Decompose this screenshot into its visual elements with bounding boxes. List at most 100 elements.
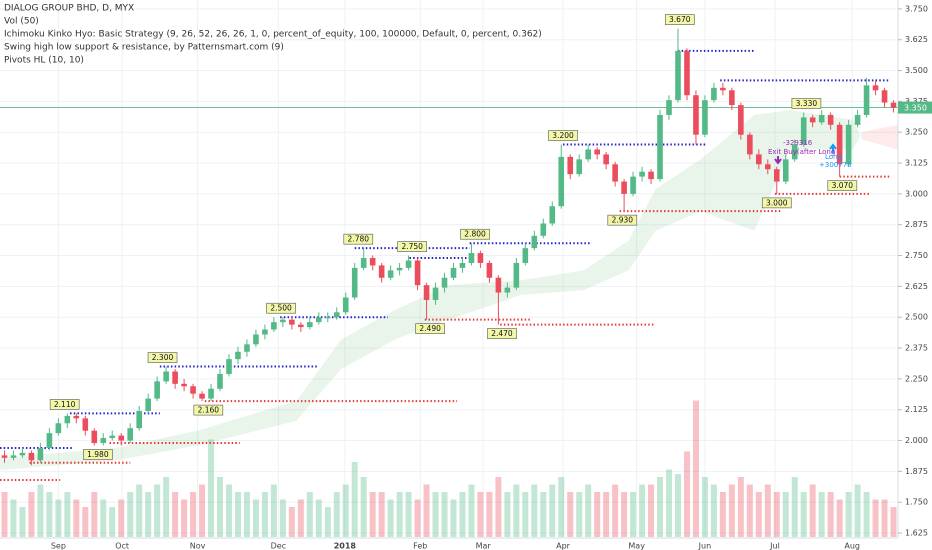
pivot-box bbox=[487, 328, 517, 339]
last-price-box bbox=[898, 101, 932, 114]
candle-body bbox=[199, 393, 205, 399]
volume-bar bbox=[674, 474, 681, 537]
candle-body bbox=[172, 371, 178, 384]
pivots: 2.110 1.980 2.300 2.160 2.500 2.780 2.750 2.490… bbox=[49, 14, 858, 460]
candle-body bbox=[64, 415, 71, 424]
pivot-label: 2.930 bbox=[612, 216, 634, 225]
y-tick-label: 3.500 bbox=[905, 66, 928, 75]
pivot-label: 2.490 bbox=[419, 324, 441, 333]
y-tick-label: 3.250 bbox=[905, 128, 928, 137]
volume-bar bbox=[423, 484, 430, 537]
candle-body bbox=[450, 267, 457, 278]
volume-bar bbox=[306, 492, 313, 537]
y-tick-label: 3.375 bbox=[905, 97, 928, 106]
cloud-segment bbox=[628, 188, 656, 271]
candle-body bbox=[369, 258, 376, 266]
volume-bar bbox=[136, 484, 143, 537]
volume-bar bbox=[127, 492, 134, 537]
volume-bar bbox=[881, 499, 888, 537]
last-price-label: 3.350 bbox=[904, 104, 927, 113]
y-tick-label: 2.750 bbox=[905, 251, 928, 260]
candle-body bbox=[127, 428, 134, 441]
cloud-segment bbox=[116, 430, 198, 461]
y-tick-label: 2.875 bbox=[905, 220, 928, 229]
candle-body bbox=[836, 124, 843, 165]
volume-bar bbox=[782, 492, 789, 537]
candle-body bbox=[711, 87, 717, 101]
candle-body bbox=[648, 171, 654, 180]
volume-bar bbox=[10, 499, 17, 537]
x-tick-label: Nov bbox=[190, 542, 206, 550]
candle-body bbox=[324, 317, 331, 319]
volume-bar bbox=[800, 492, 807, 537]
volume-bar bbox=[576, 492, 583, 537]
volume-bar bbox=[612, 484, 619, 537]
y-tick-label: 1.750 bbox=[905, 498, 928, 507]
volume-bar bbox=[208, 439, 215, 537]
exit-arrow bbox=[774, 156, 782, 165]
candle-body bbox=[702, 100, 708, 135]
pivot-box bbox=[83, 449, 113, 460]
candle-body bbox=[55, 423, 62, 434]
pivot-box bbox=[343, 233, 374, 245]
candle-body bbox=[289, 319, 295, 325]
candle-body bbox=[863, 85, 870, 115]
volume-bar bbox=[701, 477, 708, 537]
candle-body bbox=[585, 149, 591, 160]
volume-bar bbox=[558, 477, 565, 537]
volume-bar bbox=[225, 484, 232, 537]
volume-bar bbox=[217, 477, 224, 537]
volume-bar bbox=[19, 507, 26, 537]
y-tick-label: 3.000 bbox=[905, 189, 928, 198]
candle-body bbox=[639, 171, 645, 177]
cloud-segment bbox=[583, 240, 629, 291]
annotation: +300778 bbox=[819, 161, 852, 169]
candle-body bbox=[567, 156, 574, 175]
candle-body bbox=[181, 383, 187, 387]
volume-bar bbox=[746, 484, 753, 537]
y-tick-label: 2.125 bbox=[905, 405, 928, 414]
volume-bar bbox=[513, 484, 520, 537]
x-tick-label: Oct bbox=[115, 542, 129, 550]
volume-bar bbox=[540, 492, 547, 537]
x-tick-label: 2018 bbox=[334, 542, 357, 550]
indicator-label: Vol (50) bbox=[4, 17, 39, 27]
annotations: -329316 Exit Buy(after Long Long +300778 bbox=[768, 139, 852, 169]
volume-bar bbox=[890, 507, 897, 537]
candle-body bbox=[244, 344, 250, 352]
volume-bar bbox=[154, 484, 161, 537]
legend: DIALOG GROUP BHD, D, MYX Vol (50) Ichimo… bbox=[4, 4, 542, 66]
volume-bar bbox=[719, 492, 726, 537]
candle-body bbox=[154, 381, 160, 399]
candle-body bbox=[298, 324, 304, 328]
volume-bar bbox=[414, 499, 421, 537]
candle-body bbox=[621, 181, 627, 194]
x-tick-label: Mar bbox=[476, 542, 492, 550]
candle-body bbox=[477, 253, 484, 263]
pivot-label: 1.980 bbox=[87, 450, 109, 459]
volume-bar bbox=[594, 492, 601, 537]
volume-bar bbox=[504, 492, 511, 537]
volume-bar bbox=[603, 492, 610, 537]
candle-body bbox=[522, 248, 529, 263]
pivot-label: 2.750 bbox=[401, 242, 423, 251]
candle-body bbox=[540, 223, 547, 236]
candle-body bbox=[576, 159, 583, 175]
candle-body bbox=[603, 154, 609, 165]
candle-body bbox=[675, 50, 681, 101]
y-tick-label: 3.750 bbox=[905, 4, 928, 13]
x-tick-label: Sep bbox=[51, 542, 66, 550]
candle-body bbox=[513, 262, 520, 288]
candle-body bbox=[360, 258, 367, 268]
cloud-segment bbox=[862, 124, 898, 150]
candle-body bbox=[729, 90, 735, 106]
volume-bar bbox=[836, 499, 843, 537]
candle-body bbox=[333, 312, 340, 318]
pivot-box bbox=[607, 214, 638, 226]
volume-bar bbox=[118, 499, 125, 537]
candle-body bbox=[486, 262, 493, 278]
volume-bar bbox=[791, 477, 798, 537]
candle-body bbox=[387, 270, 394, 278]
candle-body bbox=[432, 287, 439, 300]
